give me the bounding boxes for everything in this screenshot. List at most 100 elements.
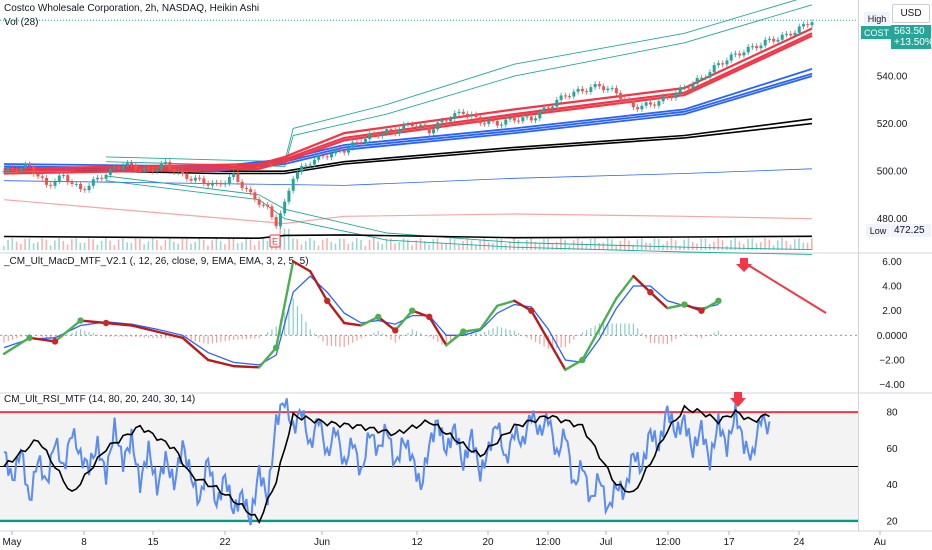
candle-body bbox=[19, 168, 23, 172]
volume-bar bbox=[538, 243, 541, 250]
x-tick-label: 12:00 bbox=[535, 537, 560, 548]
volume-bar bbox=[798, 238, 800, 250]
candle-body bbox=[517, 120, 521, 122]
volume-bar bbox=[228, 238, 230, 250]
macd-line-segment bbox=[2, 336, 31, 356]
candle-body bbox=[784, 33, 788, 35]
macd-histogram-bar bbox=[130, 335, 133, 337]
thin-blue-band-line bbox=[3, 168, 813, 186]
candle-body bbox=[542, 107, 546, 112]
candle-body bbox=[338, 149, 342, 151]
macd-line-segment bbox=[79, 319, 108, 325]
candle-body bbox=[253, 192, 257, 200]
volume-bar bbox=[683, 239, 686, 250]
candle-body bbox=[491, 120, 495, 122]
volume-bar bbox=[598, 243, 600, 250]
macd-cross-dot bbox=[272, 344, 280, 351]
candle-body bbox=[155, 169, 159, 172]
macd-histogram-bar bbox=[411, 329, 413, 336]
candle-body bbox=[15, 169, 19, 172]
volume-bar bbox=[368, 240, 371, 250]
macd-line-segment bbox=[564, 358, 584, 372]
volume-bar bbox=[15, 241, 18, 250]
candle-body bbox=[168, 162, 172, 169]
volume-bar bbox=[32, 243, 35, 250]
volume-bar bbox=[92, 239, 94, 250]
candle-body bbox=[83, 189, 87, 191]
macd-histogram-bar bbox=[318, 335, 320, 338]
macd-histogram-bar bbox=[539, 335, 541, 345]
macd-indicator-title[interactable]: _CM_Ult_MacD_MTF_V2.1 (, 12, 26, close, … bbox=[4, 256, 309, 267]
macd-histogram-bar bbox=[505, 328, 507, 336]
macd-histogram-bar bbox=[237, 335, 239, 340]
macd-line-segment bbox=[53, 319, 82, 343]
x-tick-label: 24 bbox=[793, 537, 805, 548]
candle-body bbox=[62, 175, 66, 177]
candle-body bbox=[104, 174, 108, 179]
candle-body bbox=[346, 147, 350, 153]
currency-button[interactable]: USD bbox=[892, 4, 930, 23]
volume-bar bbox=[666, 241, 669, 250]
volume-bar bbox=[194, 241, 196, 250]
candle-body bbox=[380, 133, 384, 136]
macd-line-segment bbox=[104, 321, 133, 327]
macd-histogram-bar bbox=[267, 332, 269, 336]
candle-body bbox=[274, 217, 278, 227]
candle-body bbox=[266, 204, 270, 207]
macd-histogram-bar bbox=[360, 335, 362, 339]
volume-bar bbox=[41, 238, 43, 250]
volume-bar bbox=[37, 242, 39, 250]
volume-bar bbox=[62, 241, 65, 250]
volume-bar bbox=[674, 240, 677, 250]
candle-body bbox=[125, 162, 129, 166]
macd-histogram-bar bbox=[92, 333, 94, 336]
x-tick-label: 8 bbox=[81, 537, 87, 548]
macd-line-segment bbox=[428, 315, 448, 347]
macd-histogram-bar bbox=[20, 335, 22, 337]
volume-bar bbox=[772, 245, 775, 250]
candle-body bbox=[376, 134, 380, 136]
candle-body bbox=[185, 173, 189, 179]
candle-body bbox=[661, 96, 665, 102]
rsi-pane[interactable] bbox=[0, 392, 858, 526]
macd-histogram-bar bbox=[377, 330, 379, 336]
volume-bar bbox=[198, 238, 201, 250]
candle-body bbox=[189, 178, 193, 181]
macd-histogram-bar bbox=[445, 335, 447, 348]
candle-body bbox=[721, 63, 725, 65]
candle-body bbox=[6, 167, 10, 172]
candle-body bbox=[495, 120, 499, 126]
volume-bar bbox=[20, 243, 22, 250]
macd-cross-dot bbox=[77, 317, 84, 324]
candle-body bbox=[457, 111, 461, 114]
price-pane[interactable]: E bbox=[0, 0, 858, 255]
grid-lines bbox=[0, 0, 932, 532]
volume-bar bbox=[258, 240, 260, 250]
macd-histogram-bar bbox=[71, 332, 73, 336]
x-tick-label: 20 bbox=[482, 537, 494, 548]
macd-histogram-bar bbox=[356, 335, 358, 341]
macd-pane[interactable] bbox=[0, 258, 858, 372]
candle-body bbox=[793, 32, 797, 36]
volume-bar bbox=[670, 238, 673, 250]
candle-body bbox=[334, 149, 338, 154]
macd-histogram-bar bbox=[586, 330, 588, 336]
candle-body bbox=[657, 101, 661, 106]
macd-histogram-bar bbox=[207, 335, 209, 345]
candle-body bbox=[750, 46, 754, 48]
volume-bar bbox=[615, 245, 617, 250]
macd-histogram-bar bbox=[551, 335, 554, 349]
rsi-indicator-title[interactable]: CM_Ult_RSI_MTF (14, 80, 20, 240, 30, 14) bbox=[4, 394, 196, 405]
candle-body bbox=[79, 183, 83, 190]
volume-bar bbox=[407, 239, 409, 250]
volume-bar bbox=[751, 238, 754, 250]
candle-body bbox=[508, 117, 512, 120]
volume-bar bbox=[755, 243, 758, 250]
candle-body bbox=[580, 88, 584, 92]
macd-tick-label: 4.00 bbox=[882, 282, 902, 293]
volume-bar bbox=[424, 241, 426, 250]
macd-histogram-bar bbox=[645, 335, 647, 338]
candle-body bbox=[767, 38, 771, 40]
volume-bar bbox=[509, 241, 511, 250]
